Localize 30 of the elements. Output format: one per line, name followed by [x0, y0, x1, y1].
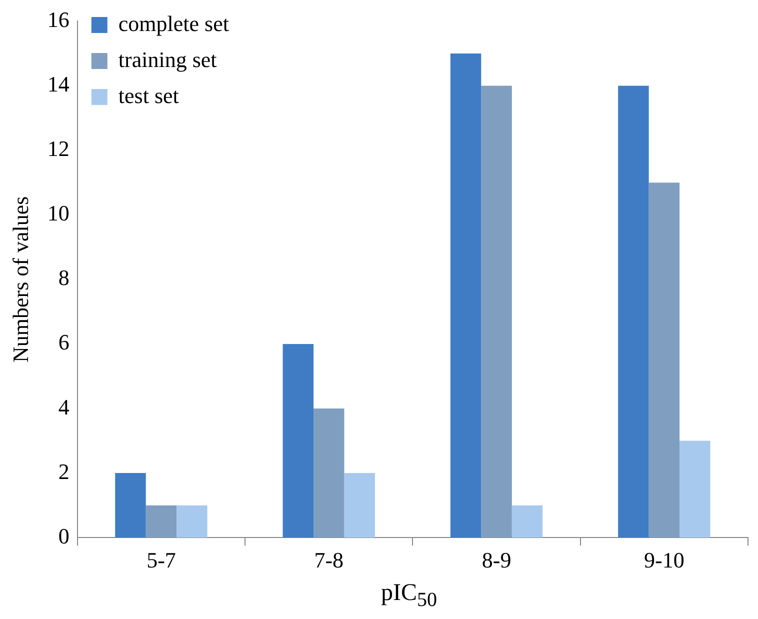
legend-label: complete set	[118, 10, 229, 36]
y-tick-label: 4	[58, 394, 70, 420]
y-tick-label: 16	[47, 6, 70, 32]
bar	[146, 505, 177, 538]
bar	[115, 473, 146, 538]
bar	[512, 505, 543, 538]
x-tick-label: 5-7	[146, 548, 176, 573]
bar	[176, 505, 208, 538]
y-tick-label: 6	[58, 330, 70, 355]
bar	[282, 344, 314, 538]
bar	[450, 53, 482, 538]
bar	[618, 86, 649, 538]
x-tick-label: 8-9	[482, 548, 512, 573]
x-tick-label: 7-8	[314, 548, 344, 573]
x-axis-title: pIC$_{50}$	[380, 580, 438, 612]
y-tick-label: 8	[58, 265, 70, 290]
legend-label: test set	[118, 82, 179, 108]
bar	[481, 86, 512, 538]
y-tick-label: 2	[58, 458, 70, 484]
x-tick-label: 9-10	[644, 548, 684, 573]
y-tick-label: 14	[47, 72, 70, 97]
y-axis-title: Numbers of values	[8, 196, 33, 362]
bar	[648, 182, 680, 538]
legend-label: training set	[118, 46, 217, 72]
bar	[680, 440, 710, 538]
bar	[344, 473, 375, 538]
bar	[314, 408, 344, 538]
y-tick-label: 0	[58, 523, 70, 548]
y-tick-label: 12	[47, 136, 70, 162]
y-tick-label: 10	[47, 200, 70, 226]
